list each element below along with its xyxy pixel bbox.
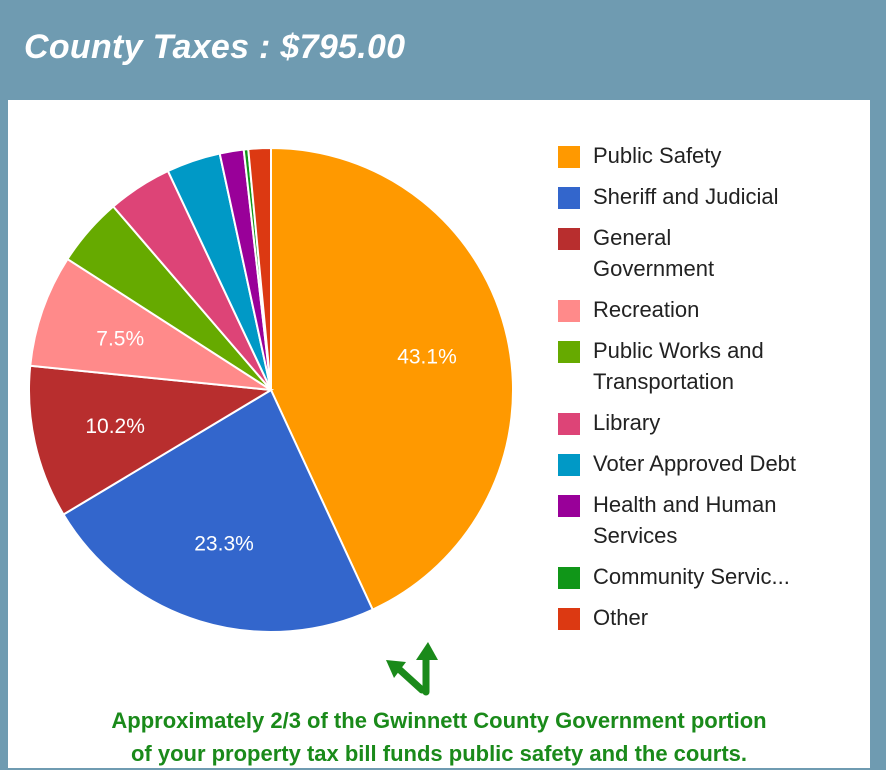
legend-swatch [558, 608, 580, 630]
page-title: County Taxes : $795.00 [24, 28, 406, 66]
slice-label-2: 10.2% [85, 415, 145, 438]
legend-item: Library [558, 410, 858, 438]
legend-label: General Government [593, 225, 715, 281]
pie-slice-3 [29, 257, 272, 391]
legend-swatch [558, 495, 580, 517]
legend-label: Recreation [593, 297, 700, 322]
slice-label-1: 23.3% [194, 533, 254, 556]
chart-panel: 43.1% 23.3% 10.2% 7.5% Public Safety Sheriff… [8, 100, 870, 768]
caption-line-2: of your property tax bill funds public s… [130, 741, 748, 766]
legend-item: Health and Human Services [558, 492, 858, 551]
legend-item: Community Servic... [558, 564, 858, 592]
legend-item: Sheriff and Judicial [558, 184, 858, 212]
legend-item: General Government [558, 225, 858, 284]
legend-item: Public Works and Transportation [558, 338, 858, 397]
legend-label: Library [593, 410, 661, 435]
legend-label: Public Works and Transportation [593, 338, 764, 394]
legend-swatch [558, 454, 580, 476]
legend-swatch [558, 146, 580, 168]
legend-item: Other [558, 605, 858, 633]
legend-label: Other [593, 605, 649, 630]
pie-slice-1 [62, 388, 374, 633]
legend-item: Public Safety [558, 143, 858, 171]
legend-swatch [558, 567, 580, 589]
legend-label: Public Safety [593, 143, 722, 168]
legend-swatch [558, 187, 580, 209]
legend-item: Voter Approved Debt [558, 451, 858, 479]
legend-swatch [558, 341, 580, 363]
slice-label-3: 7.5% [96, 327, 144, 350]
legend-swatch [558, 300, 580, 322]
pie-slice-2 [28, 364, 275, 516]
legend-label: Health and Human Services [593, 492, 777, 548]
chart-legend: Public Safety Sheriff and Judicial General… [558, 143, 858, 647]
caption: Approximately 2/3 of the Gwinnett County… [8, 704, 870, 770]
legend-label: Sheriff and Judicial [593, 184, 779, 209]
legend-label: Community Servic... [593, 564, 790, 589]
pie-slice-0 [270, 146, 514, 611]
caption-line-1: Approximately 2/3 of the Gwinnett County… [111, 708, 767, 733]
header-bar: County Taxes : $795.00 [0, 0, 886, 100]
legend-swatch [558, 413, 580, 435]
split-arrow-icon [386, 642, 438, 696]
pie-slice-9 [247, 146, 272, 391]
slice-label-0: 43.1% [397, 346, 457, 369]
legend-swatch [558, 228, 580, 250]
legend-item: Recreation [558, 297, 858, 325]
pie-chart: 43.1% 23.3% 10.2% 7.5% [28, 146, 514, 633]
legend-label: Voter Approved Debt [593, 451, 797, 476]
